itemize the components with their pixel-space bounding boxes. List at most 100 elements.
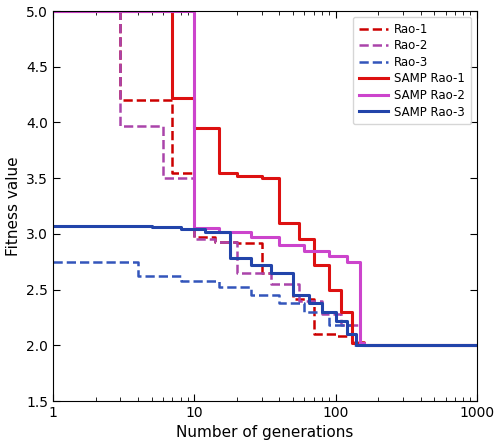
- Rao-2: [358, 343, 364, 348]
- SAMP Rao-1: [474, 343, 480, 348]
- SAMP Rao-1: [348, 340, 354, 346]
- X-axis label: Number of generations: Number of generations: [176, 425, 354, 441]
- Rao-2: [192, 237, 198, 242]
- SAMP Rao-3: [474, 343, 480, 348]
- SAMP Rao-1: [170, 8, 175, 14]
- Rao-1: [362, 343, 368, 348]
- Line: SAMP Rao-3: SAMP Rao-3: [53, 226, 477, 345]
- SAMP Rao-3: [228, 256, 234, 261]
- Rao-3: [178, 273, 184, 279]
- Rao-1: [212, 239, 218, 244]
- Rao-1: [258, 270, 264, 276]
- Rao-3: [348, 322, 354, 328]
- Line: SAMP Rao-2: SAMP Rao-2: [53, 11, 477, 345]
- Rao-2: [234, 239, 240, 244]
- Rao-3: [135, 259, 141, 264]
- SAMP Rao-2: [358, 340, 364, 346]
- SAMP Rao-3: [178, 227, 184, 232]
- SAMP Rao-3: [50, 223, 56, 229]
- SAMP Rao-1: [170, 95, 175, 101]
- Rao-2: [338, 311, 344, 317]
- SAMP Rao-3: [353, 331, 359, 337]
- SAMP Rao-3: [202, 229, 208, 234]
- SAMP Rao-3: [319, 309, 325, 314]
- SAMP Rao-3: [306, 300, 312, 306]
- SAMP Rao-1: [216, 170, 222, 175]
- Legend: Rao-1, Rao-2, Rao-3, SAMP Rao-1, SAMP Rao-2, SAMP Rao-3: Rao-1, Rao-2, Rao-3, SAMP Rao-1, SAMP Ra…: [353, 17, 471, 124]
- SAMP Rao-1: [296, 237, 302, 242]
- SAMP Rao-1: [192, 95, 198, 101]
- Rao-2: [474, 343, 480, 348]
- Rao-1: [170, 98, 175, 103]
- SAMP Rao-2: [276, 242, 282, 248]
- SAMP Rao-1: [338, 287, 344, 292]
- Y-axis label: Fitness value: Fitness value: [6, 156, 20, 256]
- Rao-1: [290, 270, 296, 276]
- SAMP Rao-1: [348, 309, 354, 314]
- SAMP Rao-3: [290, 270, 296, 276]
- SAMP Rao-2: [474, 343, 480, 348]
- Rao-1: [118, 98, 124, 103]
- Rao-1: [474, 343, 480, 348]
- Rao-3: [216, 278, 222, 283]
- SAMP Rao-3: [332, 309, 338, 314]
- Rao-1: [118, 8, 124, 14]
- Rao-2: [118, 123, 124, 128]
- Rao-1: [362, 339, 368, 345]
- SAMP Rao-1: [258, 173, 264, 179]
- SAMP Rao-1: [276, 220, 282, 225]
- Rao-2: [118, 8, 124, 14]
- SAMP Rao-2: [192, 8, 198, 14]
- Line: Rao-3: Rao-3: [53, 262, 477, 345]
- Rao-1: [50, 8, 56, 14]
- Rao-3: [178, 278, 184, 283]
- SAMP Rao-3: [202, 227, 208, 232]
- SAMP Rao-3: [248, 256, 254, 261]
- SAMP Rao-1: [326, 287, 332, 292]
- SAMP Rao-2: [216, 229, 222, 234]
- SAMP Rao-3: [228, 229, 234, 234]
- SAMP Rao-1: [216, 125, 222, 131]
- Rao-2: [212, 239, 218, 244]
- Rao-3: [50, 259, 56, 264]
- SAMP Rao-2: [362, 340, 368, 346]
- Rao-3: [301, 309, 307, 314]
- Rao-1: [348, 334, 354, 339]
- SAMP Rao-3: [148, 224, 154, 230]
- SAMP Rao-1: [276, 176, 282, 181]
- Rao-2: [192, 176, 198, 181]
- Rao-2: [234, 270, 240, 276]
- SAMP Rao-3: [319, 300, 325, 306]
- Rao-2: [338, 322, 344, 328]
- SAMP Rao-3: [268, 270, 274, 276]
- Rao-3: [248, 293, 254, 298]
- SAMP Rao-1: [234, 170, 240, 175]
- SAMP Rao-1: [338, 309, 344, 314]
- SAMP Rao-1: [50, 8, 56, 14]
- SAMP Rao-3: [290, 293, 296, 298]
- Rao-3: [326, 322, 332, 328]
- SAMP Rao-2: [276, 235, 282, 240]
- Line: Rao-1: Rao-1: [53, 11, 477, 345]
- SAMP Rao-2: [326, 253, 332, 259]
- Line: Rao-2: Rao-2: [53, 11, 477, 345]
- SAMP Rao-2: [344, 253, 350, 259]
- SAMP Rao-3: [344, 331, 350, 337]
- Rao-3: [135, 273, 141, 279]
- Rao-1: [234, 240, 240, 245]
- SAMP Rao-1: [234, 173, 240, 179]
- SAMP Rao-1: [258, 176, 264, 181]
- Line: SAMP Rao-1: SAMP Rao-1: [53, 11, 477, 345]
- Rao-1: [348, 339, 354, 345]
- Rao-1: [332, 331, 338, 337]
- SAMP Rao-1: [360, 340, 366, 346]
- SAMP Rao-3: [268, 262, 274, 268]
- SAMP Rao-3: [148, 223, 154, 229]
- Rao-1: [310, 331, 316, 337]
- Rao-3: [276, 300, 282, 306]
- SAMP Rao-1: [310, 237, 316, 242]
- Rao-1: [170, 170, 175, 175]
- SAMP Rao-2: [50, 8, 56, 14]
- Rao-2: [160, 123, 166, 128]
- SAMP Rao-2: [248, 235, 254, 240]
